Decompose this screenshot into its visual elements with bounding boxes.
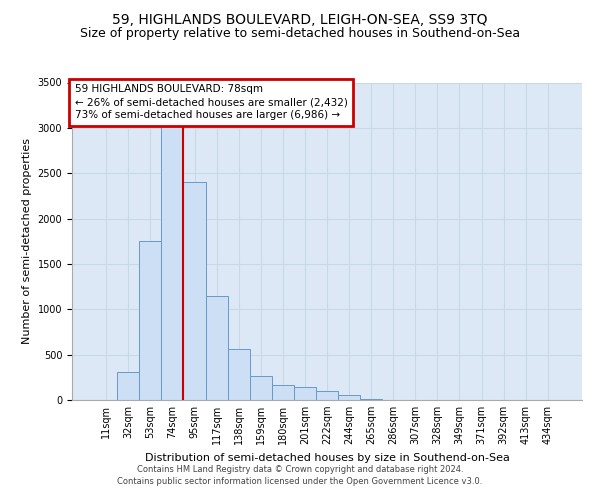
Text: 59 HIGHLANDS BOULEVARD: 78sqm
← 26% of semi-detached houses are smaller (2,432)
: 59 HIGHLANDS BOULEVARD: 78sqm ← 26% of s… xyxy=(74,84,347,120)
Bar xyxy=(316,391,338,400)
Text: 59, HIGHLANDS BOULEVARD, LEIGH-ON-SEA, SS9 3TQ: 59, HIGHLANDS BOULEVARD, LEIGH-ON-SEA, S… xyxy=(112,12,488,26)
Bar xyxy=(184,182,206,400)
Y-axis label: Number of semi-detached properties: Number of semi-detached properties xyxy=(22,138,32,344)
Bar xyxy=(227,349,250,400)
Bar xyxy=(294,388,316,400)
Text: Size of property relative to semi-detached houses in Southend-on-Sea: Size of property relative to semi-detach… xyxy=(80,28,520,40)
Bar xyxy=(272,384,294,400)
Bar xyxy=(161,124,184,400)
Bar xyxy=(117,372,139,400)
Bar xyxy=(360,399,382,400)
Text: Contains HM Land Registry data © Crown copyright and database right 2024.: Contains HM Land Registry data © Crown c… xyxy=(137,466,463,474)
Bar xyxy=(206,296,227,400)
Text: Contains public sector information licensed under the Open Government Licence v3: Contains public sector information licen… xyxy=(118,476,482,486)
Bar xyxy=(139,242,161,400)
Bar xyxy=(338,396,360,400)
X-axis label: Distribution of semi-detached houses by size in Southend-on-Sea: Distribution of semi-detached houses by … xyxy=(145,452,509,462)
Bar xyxy=(250,376,272,400)
